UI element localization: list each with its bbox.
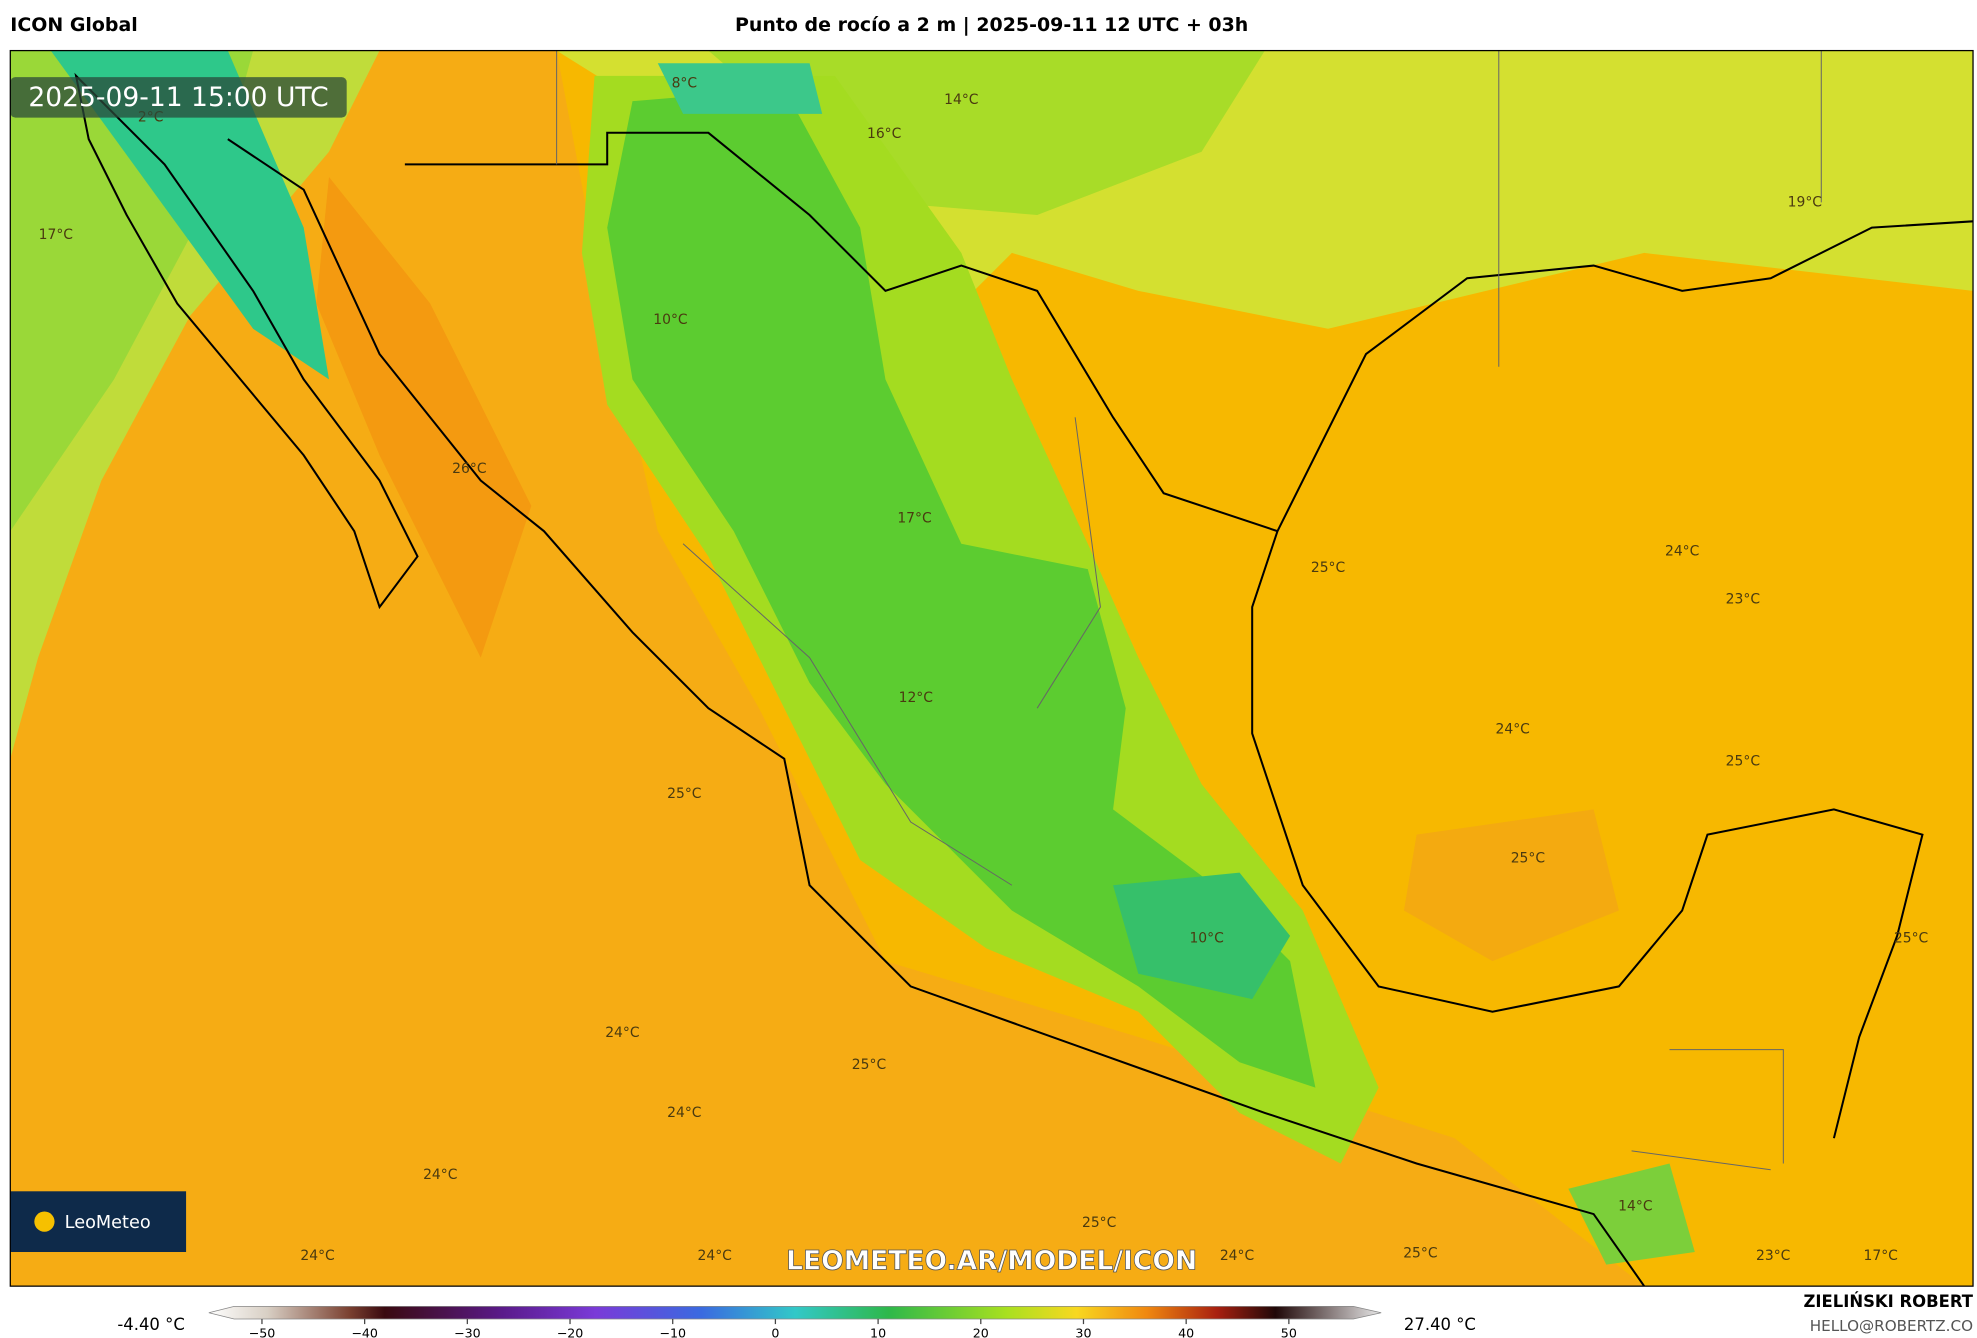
temperature-label: 25°C <box>1894 930 1928 946</box>
guatemala-humid <box>1568 1163 1695 1265</box>
map-title: Punto de rocío a 2 m | 2025-09-11 12 UTC… <box>735 14 1248 36</box>
author: ZIELIŃSKI ROBERT <box>1803 1292 1973 1311</box>
colorbar-tick-label: 40 <box>1178 1326 1194 1338</box>
temperature-label: 25°C <box>1511 851 1545 867</box>
temperature-label: 10°C <box>653 312 687 328</box>
temperature-label: 24°C <box>667 1105 701 1121</box>
timestamp-box <box>10 77 347 118</box>
temperature-label: 24°C <box>1496 722 1530 738</box>
gulf-dry-spot <box>1403 809 1619 962</box>
temperature-label: 17°C <box>1864 1248 1898 1264</box>
mexico-dry-core <box>607 88 1316 1088</box>
temperature-label: 24°C <box>300 1248 334 1264</box>
temperature-label: 24°C <box>605 1025 639 1041</box>
temperature-label: 24°C <box>1220 1248 1254 1264</box>
colorbar-tick-label: −30 <box>454 1326 481 1338</box>
us-west-humid <box>708 50 1265 215</box>
temperature-label: 19°C <box>1788 194 1822 210</box>
colorbar-max: 27.40 °C <box>1404 1315 1476 1334</box>
temperature-label: 23°C <box>1756 1248 1790 1264</box>
map: 8°C2°C14°C16°C19°C17°C10°C26°C17°C25°C24… <box>10 50 1974 1287</box>
colorbar-tick-label: 30 <box>1075 1326 1091 1338</box>
colorbar-tick-label: −50 <box>249 1326 276 1338</box>
temperature-label: 25°C <box>667 786 701 802</box>
temperature-label: 25°C <box>1403 1245 1437 1261</box>
gulf-of-california <box>316 177 532 658</box>
temperature-label: 26°C <box>452 461 486 477</box>
temperature-label: 25°C <box>1726 753 1760 769</box>
watermark: LEOMETEO.AR/MODEL/ICON <box>786 1246 1197 1277</box>
admin-borders <box>556 50 1822 1171</box>
temperature-label: 14°C <box>944 92 978 108</box>
temperature-label: 25°C <box>1311 560 1345 576</box>
timestamp: 2025-09-11 15:00 UTC <box>28 82 328 113</box>
logo-text: LeoMeteo <box>65 1213 151 1233</box>
colorbar-ticks: −50 −40 −30 −20 −10 0 10 20 30 40 50 <box>249 1319 1297 1338</box>
temperature-label: 8°C <box>672 75 698 91</box>
colorbar-tick-label: 20 <box>973 1326 989 1338</box>
colorbar-tick-label: 0 <box>771 1326 779 1338</box>
temperature-label: 14°C <box>1618 1198 1652 1214</box>
temperature-label: 17°C <box>897 511 931 527</box>
temperature-label: 17°C <box>39 227 73 243</box>
colorbar-tick-label: 50 <box>1281 1326 1297 1338</box>
colorbar-tick-label: −20 <box>557 1326 584 1338</box>
temperature-label: 10°C <box>1189 930 1223 946</box>
oaxaca-core <box>1113 872 1291 1000</box>
colorbar-tick-label: −10 <box>659 1326 686 1338</box>
coastlines-borders <box>74 72 1974 1287</box>
logo-sun <box>34 1211 55 1232</box>
map-frame <box>9 49 1974 1287</box>
temperature-label: 25°C <box>852 1057 886 1073</box>
temperature-label: 24°C <box>423 1167 457 1183</box>
temperature-label: 23°C <box>1726 591 1760 607</box>
model-name: ICON Global <box>10 14 137 36</box>
baja-north-moist <box>50 50 329 380</box>
temperature-label: 25°C <box>1082 1215 1116 1231</box>
colorbar-tick-label: 10 <box>870 1326 886 1338</box>
temperature-labels: 8°C2°C14°C16°C19°C17°C10°C26°C17°C25°C24… <box>39 75 1929 1263</box>
temperature-label: 24°C <box>1665 543 1699 559</box>
email: HELLO@ROBERTZ.CO <box>1810 1317 1973 1335</box>
colorbar <box>208 1306 1382 1320</box>
temperature-label: 12°C <box>899 690 933 706</box>
arizona-moist <box>657 63 823 114</box>
colorbar-tick-label: −40 <box>351 1326 378 1338</box>
temperature-label: 16°C <box>867 126 901 142</box>
temperature-label: 24°C <box>698 1248 732 1264</box>
colorbar-min: -4.40 °C <box>117 1315 184 1334</box>
